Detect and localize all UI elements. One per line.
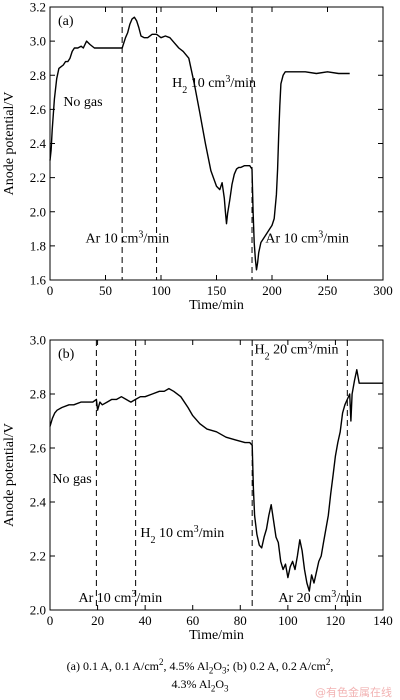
x-tick-label: 120 <box>326 613 346 628</box>
panel-label: (b) <box>58 347 75 362</box>
y-tick-label: 2.8 <box>30 68 46 83</box>
y-tick-label: 2.0 <box>30 603 46 618</box>
x-tick-label: 80 <box>234 613 247 628</box>
x-tick-label: 0 <box>47 613 54 628</box>
x-tick-label: 0 <box>47 283 54 298</box>
y-tick-label: 1.6 <box>30 273 47 288</box>
x-tick-label: 20 <box>91 613 104 628</box>
x-tick-label: 60 <box>186 613 199 628</box>
x-tick-label: 50 <box>99 283 112 298</box>
annotation-ar-10: Ar 10 cm3/min <box>79 588 163 606</box>
chart-panel-a: 0 50 100 150 200 250 300 1.6 1.8 2.0 2.2 2.4 2.6 2.8 3… <box>2 0 393 313</box>
x-tick-label: 40 <box>139 613 152 628</box>
x-tick-label: 100 <box>278 613 298 628</box>
y-axis-label: Anode potential/V <box>2 423 17 527</box>
y-tick-label: 2.6 <box>30 441 47 456</box>
annotation-h2-20: H2 20 cm3/min <box>255 340 339 362</box>
watermark: @有色金属在线 <box>315 686 392 699</box>
plot-frame <box>49 339 384 611</box>
x-tick-label: 300 <box>373 283 393 298</box>
annotation-ar2: Ar 10 cm3/min <box>265 229 349 247</box>
y-tick-label: 3.0 <box>30 333 46 348</box>
y-tick-label: 2.6 <box>30 102 47 117</box>
series-line <box>49 369 383 592</box>
y-axis-label: Anode potential/V <box>2 92 17 196</box>
chart-panel-b: 0 20 40 60 80 100 120 140 2.0 2.2 2.4 2.6 2.8 3.0 Time… <box>2 333 393 644</box>
annotation-ar-20: Ar 20 cm3/min <box>278 588 362 606</box>
x-axis-label: Time/min <box>189 628 244 643</box>
x-tick-label: 250 <box>318 283 338 298</box>
y-tick-label: 2.0 <box>30 204 46 219</box>
figure-caption-line-2: 4.3% Al2O3 <box>171 677 229 694</box>
y-tick-label: 2.2 <box>30 549 46 564</box>
annotation-h2-10: H2 10 cm3/min <box>140 524 224 546</box>
y-tick-label: 3.0 <box>30 34 46 49</box>
y-tick-label: 3.2 <box>30 0 46 15</box>
annotation-h2: H2 10 cm3/min <box>172 74 256 96</box>
x-axis-label: Time/min <box>189 298 244 313</box>
y-tick-label: 2.4 <box>30 495 47 510</box>
x-tick-label: 140 <box>373 613 393 628</box>
annotation-ar1: Ar 10 cm3/min <box>86 229 170 247</box>
y-tick-label: 2.8 <box>30 387 46 402</box>
figure-caption-line-1: (a) 0.1 A, 0.1 A/cm2, 4.5% Al2O3; (b) 0.… <box>66 657 334 676</box>
x-tick-label: 150 <box>207 283 227 298</box>
x-tick-label: 100 <box>151 283 171 298</box>
annotation-no-gas: No gas <box>63 95 102 110</box>
y-tick-label: 1.8 <box>30 238 46 253</box>
series-line <box>49 16 350 271</box>
y-tick-label: 2.4 <box>30 136 47 151</box>
annotation-no-gas: No gas <box>52 472 91 487</box>
x-tick-label: 200 <box>262 283 282 298</box>
y-tick-label: 2.2 <box>30 170 46 185</box>
panel-label: (a) <box>58 14 74 29</box>
